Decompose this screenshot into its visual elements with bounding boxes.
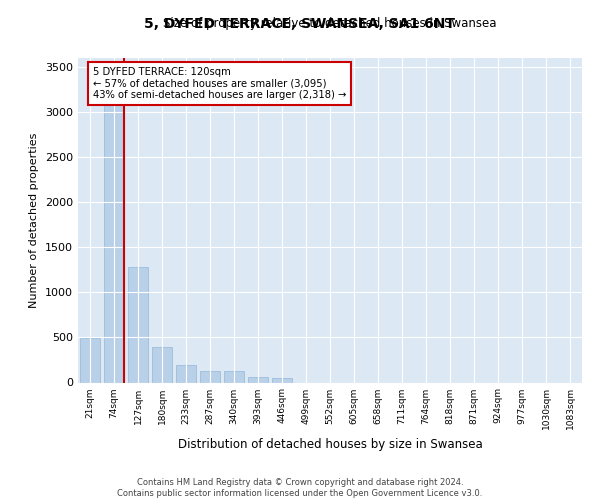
Bar	[104, 78, 124, 382]
Bar	[128, 267, 148, 382]
Text: 5 DYFED TERRACE: 120sqm
← 57% of detached houses are smaller (3,095)
43% of semi: 5 DYFED TERRACE: 120sqm ← 57% of detache…	[93, 67, 346, 100]
Bar	[224, 371, 244, 382]
Title: Size of property relative to detached houses in Swansea: Size of property relative to detached ho…	[163, 17, 497, 30]
Bar	[248, 376, 268, 382]
Bar	[80, 338, 100, 382]
Bar	[272, 378, 292, 382]
Text: 5, DYFED TERRACE, SWANSEA, SA1 6NT: 5, DYFED TERRACE, SWANSEA, SA1 6NT	[145, 18, 455, 32]
Bar	[200, 371, 220, 382]
Bar	[176, 365, 196, 382]
Bar	[152, 348, 172, 382]
Y-axis label: Number of detached properties: Number of detached properties	[29, 132, 40, 308]
Text: Contains HM Land Registry data © Crown copyright and database right 2024.
Contai: Contains HM Land Registry data © Crown c…	[118, 478, 482, 498]
X-axis label: Distribution of detached houses by size in Swansea: Distribution of detached houses by size …	[178, 438, 482, 451]
